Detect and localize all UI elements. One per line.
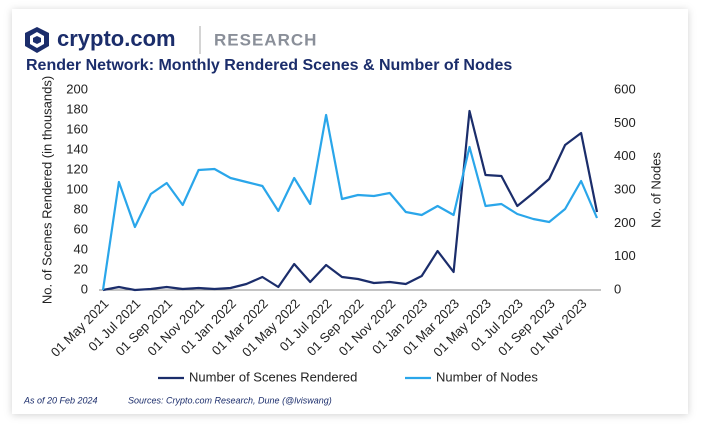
legend-label: Number of Scenes Rendered bbox=[189, 369, 357, 384]
y-tick-label: 40 bbox=[74, 241, 88, 256]
y-tick-label: 100 bbox=[66, 181, 88, 196]
series-line bbox=[101, 113, 599, 291]
chart-title: Render Network: Monthly Rendered Scenes … bbox=[26, 57, 512, 74]
y2-axis-label: No. of Nodes bbox=[648, 152, 663, 228]
logo-icon bbox=[25, 27, 49, 53]
y-tick-label: 0 bbox=[81, 281, 88, 296]
y-tick-label: 180 bbox=[66, 101, 88, 116]
y-tick-label: 20 bbox=[74, 261, 88, 276]
y-tick-label: 60 bbox=[74, 221, 88, 236]
y-tick-label: 80 bbox=[74, 201, 88, 216]
y-axis-label: No. of Scenes Rendered (in thousands) bbox=[39, 76, 54, 304]
y-tick-label: 160 bbox=[66, 121, 88, 136]
y2-tick-label: 400 bbox=[614, 148, 636, 163]
date-note: As of 20 Feb 2024 bbox=[23, 395, 98, 405]
card bbox=[12, 9, 688, 414]
y-tick-label: 200 bbox=[66, 81, 88, 96]
y-tick-label: 140 bbox=[66, 141, 88, 156]
y2-tick-label: 0 bbox=[614, 281, 621, 296]
y2-tick-label: 100 bbox=[614, 248, 636, 263]
brand: crypto.com bbox=[57, 26, 176, 51]
series-line bbox=[102, 109, 599, 292]
legend-label: Number of Nodes bbox=[436, 369, 538, 384]
y2-tick-label: 600 bbox=[614, 81, 636, 96]
y2-tick-label: 500 bbox=[614, 115, 636, 130]
y-tick-label: 120 bbox=[66, 161, 88, 176]
y2-tick-label: 200 bbox=[614, 215, 636, 230]
section: RESEARCH bbox=[214, 30, 317, 49]
sources: Sources: Crypto.com Research, Dune (@lvi… bbox=[128, 395, 332, 405]
y2-tick-label: 300 bbox=[614, 181, 636, 196]
